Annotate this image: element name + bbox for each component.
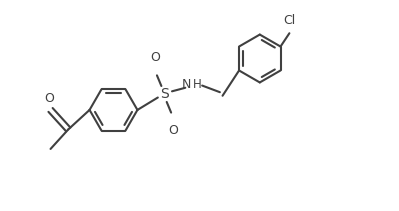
Text: N: N (182, 78, 191, 91)
Text: H: H (193, 78, 202, 91)
Text: S: S (160, 87, 168, 101)
Text: O: O (168, 124, 178, 137)
Text: Cl: Cl (283, 14, 296, 27)
Text: O: O (150, 51, 160, 64)
Text: O: O (44, 92, 54, 105)
